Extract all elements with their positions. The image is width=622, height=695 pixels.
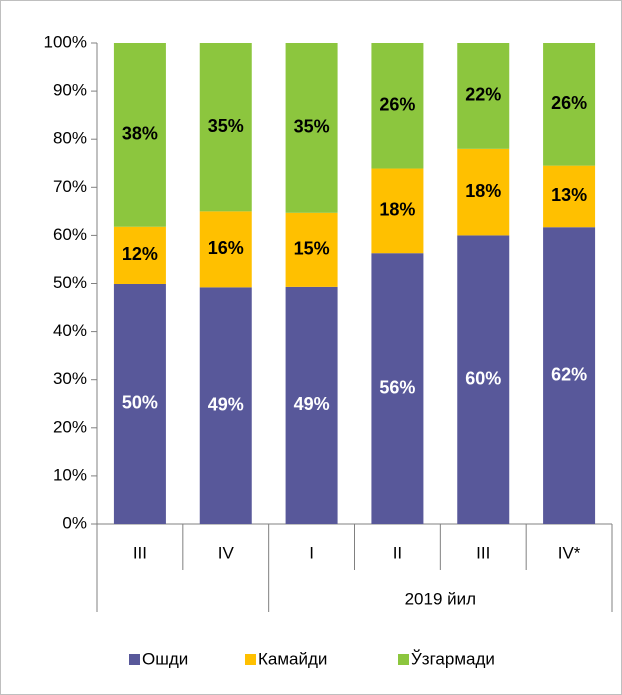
data-label: 18% — [465, 181, 501, 201]
bar-segment — [199, 287, 252, 524]
data-label: 26% — [551, 93, 587, 113]
legend-swatch — [129, 654, 140, 665]
x-tick-label: II — [393, 543, 402, 562]
data-label: 50% — [122, 393, 158, 413]
data-label: 35% — [208, 116, 244, 136]
data-label: 16% — [208, 238, 244, 258]
x-tick-label: I — [309, 543, 314, 562]
y-tick-label: 100% — [44, 32, 87, 51]
legend-swatch — [245, 654, 256, 665]
data-label: 12% — [122, 244, 158, 264]
bar-segment — [285, 212, 338, 287]
bar-segment — [457, 43, 510, 149]
bar-segment — [113, 43, 166, 227]
data-label: 49% — [294, 394, 330, 414]
y-tick-label: 50% — [53, 273, 87, 292]
y-tick-label: 70% — [53, 177, 87, 196]
bar-segment — [457, 148, 510, 236]
bar-segment — [285, 286, 338, 524]
bar-segment — [543, 227, 596, 524]
bar-segment — [199, 211, 252, 288]
y-tick-label: 80% — [53, 129, 87, 148]
y-tick-label: 10% — [53, 465, 87, 484]
y-tick-label: 30% — [53, 369, 87, 388]
bar-segment — [371, 168, 424, 254]
bar-segment — [371, 43, 424, 169]
bar-segment — [543, 165, 596, 228]
bar-segment — [285, 43, 338, 213]
data-label: 13% — [551, 185, 587, 205]
y-tick-label: 20% — [53, 417, 87, 436]
legend-swatch — [398, 654, 409, 665]
bar-segment — [199, 43, 252, 212]
x-tick-label: III — [133, 543, 147, 562]
legend-label: Ошди — [142, 649, 188, 668]
data-label: 26% — [379, 95, 415, 115]
bar-segment — [457, 235, 510, 524]
data-label: 62% — [551, 364, 587, 384]
bar-segment — [113, 283, 166, 524]
bar-segment — [113, 226, 166, 284]
y-tick-label: 40% — [53, 321, 87, 340]
x-tick-label: III — [476, 543, 490, 562]
y-tick-label: 60% — [53, 225, 87, 244]
x-tick-label: IV* — [558, 543, 581, 562]
data-label: 35% — [294, 117, 330, 137]
y-tick-label: 90% — [53, 81, 87, 100]
bar-segment — [543, 43, 596, 166]
y-tick-label: 0% — [62, 513, 87, 532]
legend-label: Ўзгармади — [411, 648, 495, 668]
data-label: 18% — [379, 200, 415, 220]
data-label: 15% — [294, 239, 330, 259]
bar-segment — [371, 253, 424, 524]
legend-label: Камайди — [258, 649, 327, 668]
data-label: 49% — [208, 394, 244, 414]
x-group-label: 2019 йил — [405, 589, 476, 608]
data-label: 22% — [465, 85, 501, 105]
data-label: 60% — [465, 368, 501, 388]
data-label: 56% — [379, 377, 415, 397]
x-tick-label: IV — [218, 543, 235, 562]
data-label: 38% — [122, 124, 158, 144]
